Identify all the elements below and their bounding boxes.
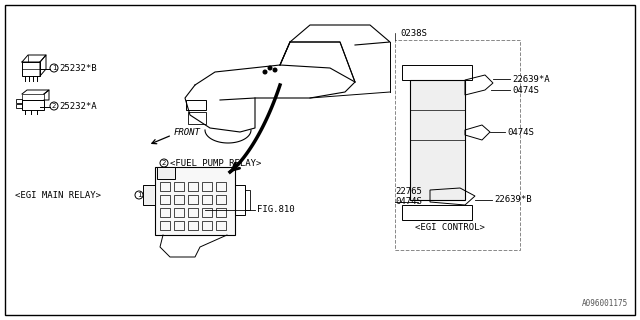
Bar (202, 208, 212, 217)
Text: 2: 2 (52, 103, 56, 109)
Polygon shape (280, 42, 355, 82)
Text: 2: 2 (162, 160, 166, 166)
Bar (216, 208, 226, 217)
Bar (410, 80, 465, 200)
Bar (174, 208, 184, 217)
Bar (157, 167, 175, 179)
Text: 25232*B: 25232*B (59, 63, 97, 73)
Text: <EGI MAIN RELAY>: <EGI MAIN RELAY> (15, 190, 101, 199)
Bar (202, 195, 212, 204)
Bar (155, 167, 235, 235)
Bar (160, 208, 170, 217)
Text: <EGI CONTROL>: <EGI CONTROL> (415, 223, 485, 233)
Bar (216, 221, 226, 230)
Bar (395, 40, 520, 250)
Bar (22, 62, 40, 76)
Text: 0474S: 0474S (512, 85, 539, 94)
Bar (174, 182, 184, 191)
Text: 0238S: 0238S (400, 28, 427, 37)
Text: 22639*B: 22639*B (494, 196, 532, 204)
Bar (202, 182, 212, 191)
Text: 1: 1 (137, 192, 141, 198)
Bar (188, 112, 206, 124)
Text: 22765: 22765 (395, 188, 422, 196)
Bar (202, 221, 212, 230)
Bar (188, 221, 198, 230)
Text: <FUEL PUMP RELAY>: <FUEL PUMP RELAY> (170, 158, 261, 167)
Bar (16, 104, 22, 108)
Circle shape (263, 70, 267, 74)
Bar (186, 100, 206, 110)
Text: 1: 1 (52, 65, 56, 71)
Text: 22639*A: 22639*A (512, 75, 550, 84)
Bar (188, 208, 198, 217)
Text: FIG.810: FIG.810 (257, 205, 294, 214)
Bar (160, 221, 170, 230)
Bar (235, 185, 245, 215)
Bar (160, 182, 170, 191)
Text: 25232*A: 25232*A (59, 101, 97, 110)
Bar (402, 205, 472, 220)
Bar (402, 65, 472, 80)
Text: A096001175: A096001175 (582, 299, 628, 308)
Bar (174, 195, 184, 204)
Bar (174, 221, 184, 230)
Text: 0474S: 0474S (395, 197, 422, 206)
Bar (143, 185, 155, 205)
Bar (16, 99, 22, 103)
Circle shape (273, 68, 277, 72)
Bar (188, 195, 198, 204)
Bar (216, 195, 226, 204)
Text: FRONT: FRONT (174, 127, 201, 137)
Bar (188, 182, 198, 191)
Circle shape (268, 66, 272, 70)
Text: 0474S: 0474S (507, 127, 534, 137)
Bar (22, 100, 44, 110)
Bar (245, 190, 250, 210)
Bar (216, 182, 226, 191)
Bar (160, 195, 170, 204)
